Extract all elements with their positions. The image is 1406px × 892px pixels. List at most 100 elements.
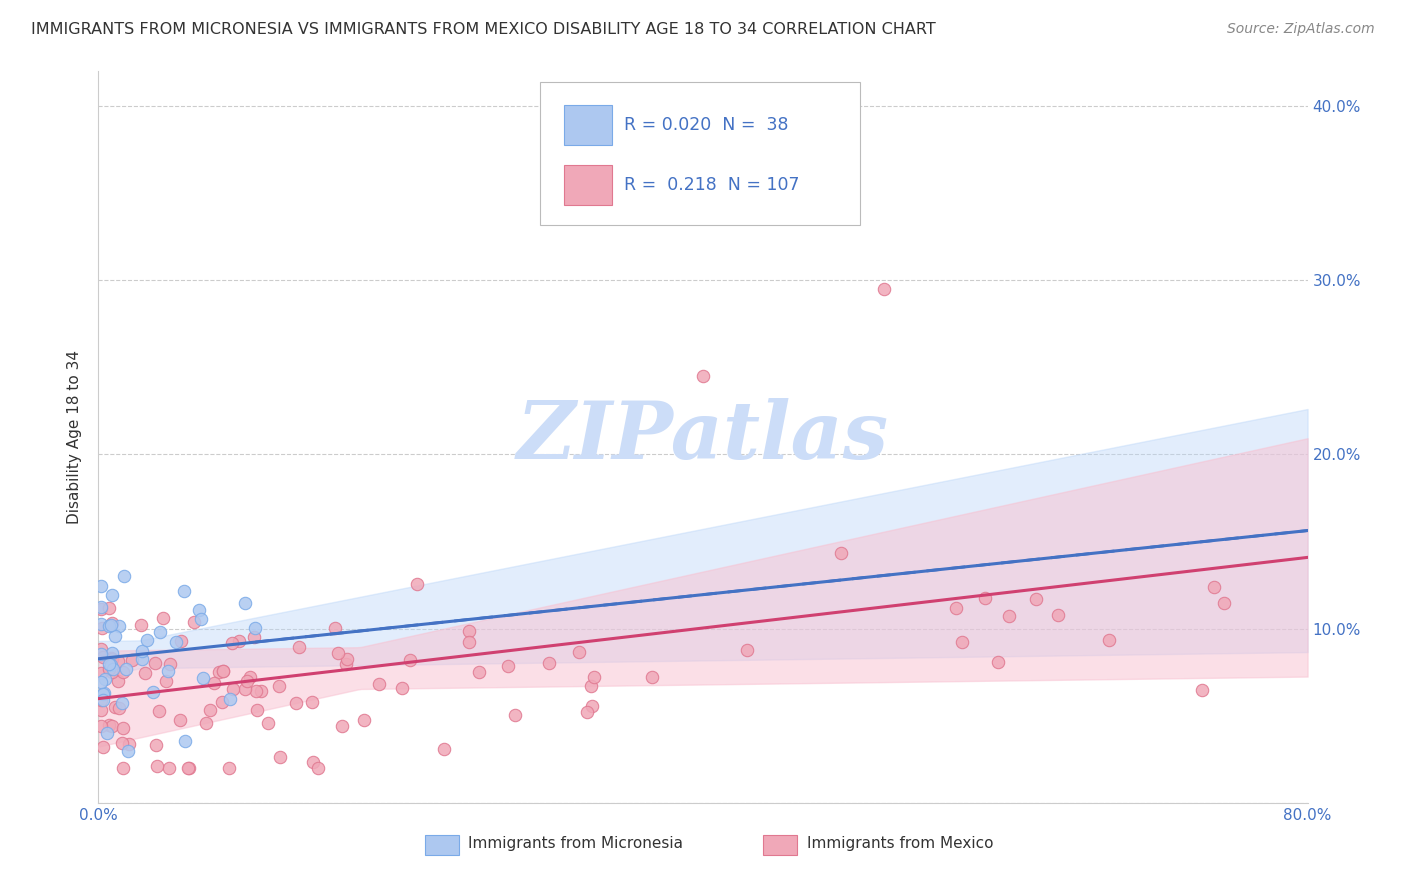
Point: [98, 662, 121, 676]
Point: [96, 725, 118, 739]
FancyBboxPatch shape: [564, 105, 613, 145]
Point: [190, 612, 212, 626]
Point: [353, 714, 375, 728]
Point: [330, 719, 353, 733]
Point: [100, 618, 122, 632]
Point: [336, 651, 359, 665]
Point: [97, 619, 120, 633]
Point: [218, 692, 240, 706]
Point: [111, 665, 134, 679]
Point: [111, 761, 134, 775]
Point: [945, 600, 967, 615]
Point: [233, 596, 256, 610]
Point: [107, 674, 129, 689]
Point: [830, 546, 852, 560]
Point: [173, 583, 195, 598]
Point: [302, 755, 325, 769]
Point: [457, 624, 479, 639]
FancyBboxPatch shape: [564, 165, 613, 205]
Point: [108, 618, 131, 632]
Point: [235, 674, 257, 689]
Point: [112, 721, 135, 735]
Point: [104, 699, 127, 714]
Point: [170, 634, 193, 648]
Point: [692, 369, 714, 384]
Point: [101, 646, 124, 660]
Point: [202, 676, 225, 690]
Point: [581, 698, 603, 713]
Point: [169, 713, 191, 727]
Point: [159, 657, 181, 672]
Point: [323, 621, 346, 635]
Text: IMMIGRANTS FROM MICRONESIA VS IMMIGRANTS FROM MEXICO DISABILITY AGE 18 TO 34 COR: IMMIGRANTS FROM MICRONESIA VS IMMIGRANTS…: [31, 22, 935, 37]
Point: [90, 665, 112, 680]
Point: [301, 695, 323, 709]
Point: [117, 743, 139, 757]
Point: [111, 696, 134, 710]
Point: [243, 630, 266, 644]
Y-axis label: Disability Age 18 to 34: Disability Age 18 to 34: [67, 350, 83, 524]
Point: [950, 635, 973, 649]
Point: [288, 640, 311, 655]
Point: [101, 615, 124, 630]
Text: Immigrants from Mexico: Immigrants from Mexico: [807, 836, 994, 851]
Point: [107, 654, 129, 668]
Point: [367, 676, 389, 690]
Point: [177, 761, 200, 775]
Point: [1213, 596, 1236, 610]
Point: [148, 704, 170, 718]
Point: [90, 602, 112, 616]
Point: [208, 665, 231, 680]
FancyBboxPatch shape: [540, 82, 860, 225]
Point: [245, 621, 267, 635]
Point: [90, 621, 112, 635]
Point: [111, 736, 134, 750]
Point: [90, 578, 112, 592]
Point: [987, 655, 1010, 669]
Point: [218, 761, 240, 775]
Text: Immigrants from Micronesia: Immigrants from Micronesia: [468, 836, 683, 851]
Point: [579, 680, 602, 694]
Point: [221, 636, 243, 650]
Point: [538, 656, 561, 670]
FancyBboxPatch shape: [425, 835, 458, 855]
Point: [246, 702, 269, 716]
Point: [145, 739, 167, 753]
Point: [101, 588, 124, 602]
Point: [90, 703, 112, 717]
Point: [136, 632, 159, 647]
Point: [496, 659, 519, 673]
Point: [90, 719, 112, 733]
Point: [142, 685, 165, 699]
Point: [188, 602, 211, 616]
Point: [101, 652, 124, 666]
Point: [155, 673, 177, 688]
Point: [228, 634, 250, 648]
Point: [177, 761, 200, 775]
Point: [146, 759, 169, 773]
Point: [108, 700, 131, 714]
Point: [1191, 683, 1213, 698]
Point: [568, 645, 591, 659]
Point: [91, 649, 114, 664]
Point: [100, 657, 122, 672]
Point: [269, 679, 291, 693]
FancyBboxPatch shape: [763, 835, 797, 855]
Point: [212, 664, 235, 678]
Point: [131, 644, 153, 658]
Text: Source: ZipAtlas.com: Source: ZipAtlas.com: [1227, 22, 1375, 37]
Point: [1047, 608, 1070, 623]
Point: [195, 716, 218, 731]
Point: [134, 665, 156, 680]
Point: [250, 684, 273, 698]
Point: [582, 670, 605, 684]
Point: [575, 706, 598, 720]
Point: [256, 715, 278, 730]
Point: [118, 737, 141, 751]
Point: [149, 625, 172, 640]
Point: [93, 686, 115, 700]
Point: [90, 641, 112, 656]
Point: [221, 682, 243, 697]
Point: [121, 653, 143, 667]
Point: [399, 653, 422, 667]
